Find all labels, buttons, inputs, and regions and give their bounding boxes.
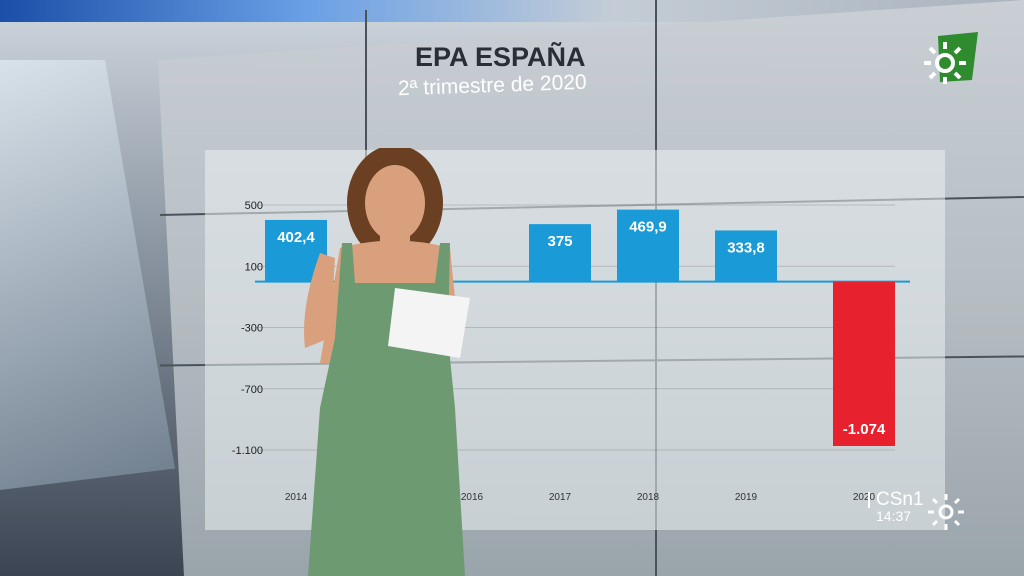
y-tick-label: 500 [245,200,263,212]
x-tick-label: 2018 [637,492,660,503]
bar-2018 [617,209,679,282]
y-tick-label: -700 [241,384,263,396]
paper-sheet [388,288,470,358]
bar-2020 [833,281,895,447]
y-tick-label: 100 [245,261,263,273]
x-tick-label: 2014 [285,492,308,503]
x-tick-label: 2016 [461,492,484,503]
studio-light-bar [0,0,1024,22]
bar-value-label: 333,8 [727,239,765,256]
presenter [304,148,470,576]
channel-name: CSn1 [868,490,924,509]
bar-value-label: 469,9 [629,219,667,236]
bar-value-label: 402,4 [277,229,315,246]
bar-value-label: 375 [547,233,572,250]
bar-2017 [529,224,591,282]
chart-title: EPA ESPAÑA [415,42,586,72]
y-tick-label: -300 [241,323,263,335]
channel-bug: CSn1 14:37 [868,490,964,530]
x-tick-label: 2017 [549,492,572,503]
x-tick-label: 2020 [853,492,876,503]
sun-logo-icon [928,494,964,530]
bar-chart: 500100-300-700-1.100402,4201420152016375… [232,200,910,503]
y-tick-label: -1.100 [232,445,263,457]
bar-value-label: -1.074 [843,421,886,438]
clock: 14:37 [876,508,912,524]
x-tick-label: 2019 [735,492,758,503]
canal-sur-logo-icon [924,32,978,84]
bar-2019 [715,230,777,282]
